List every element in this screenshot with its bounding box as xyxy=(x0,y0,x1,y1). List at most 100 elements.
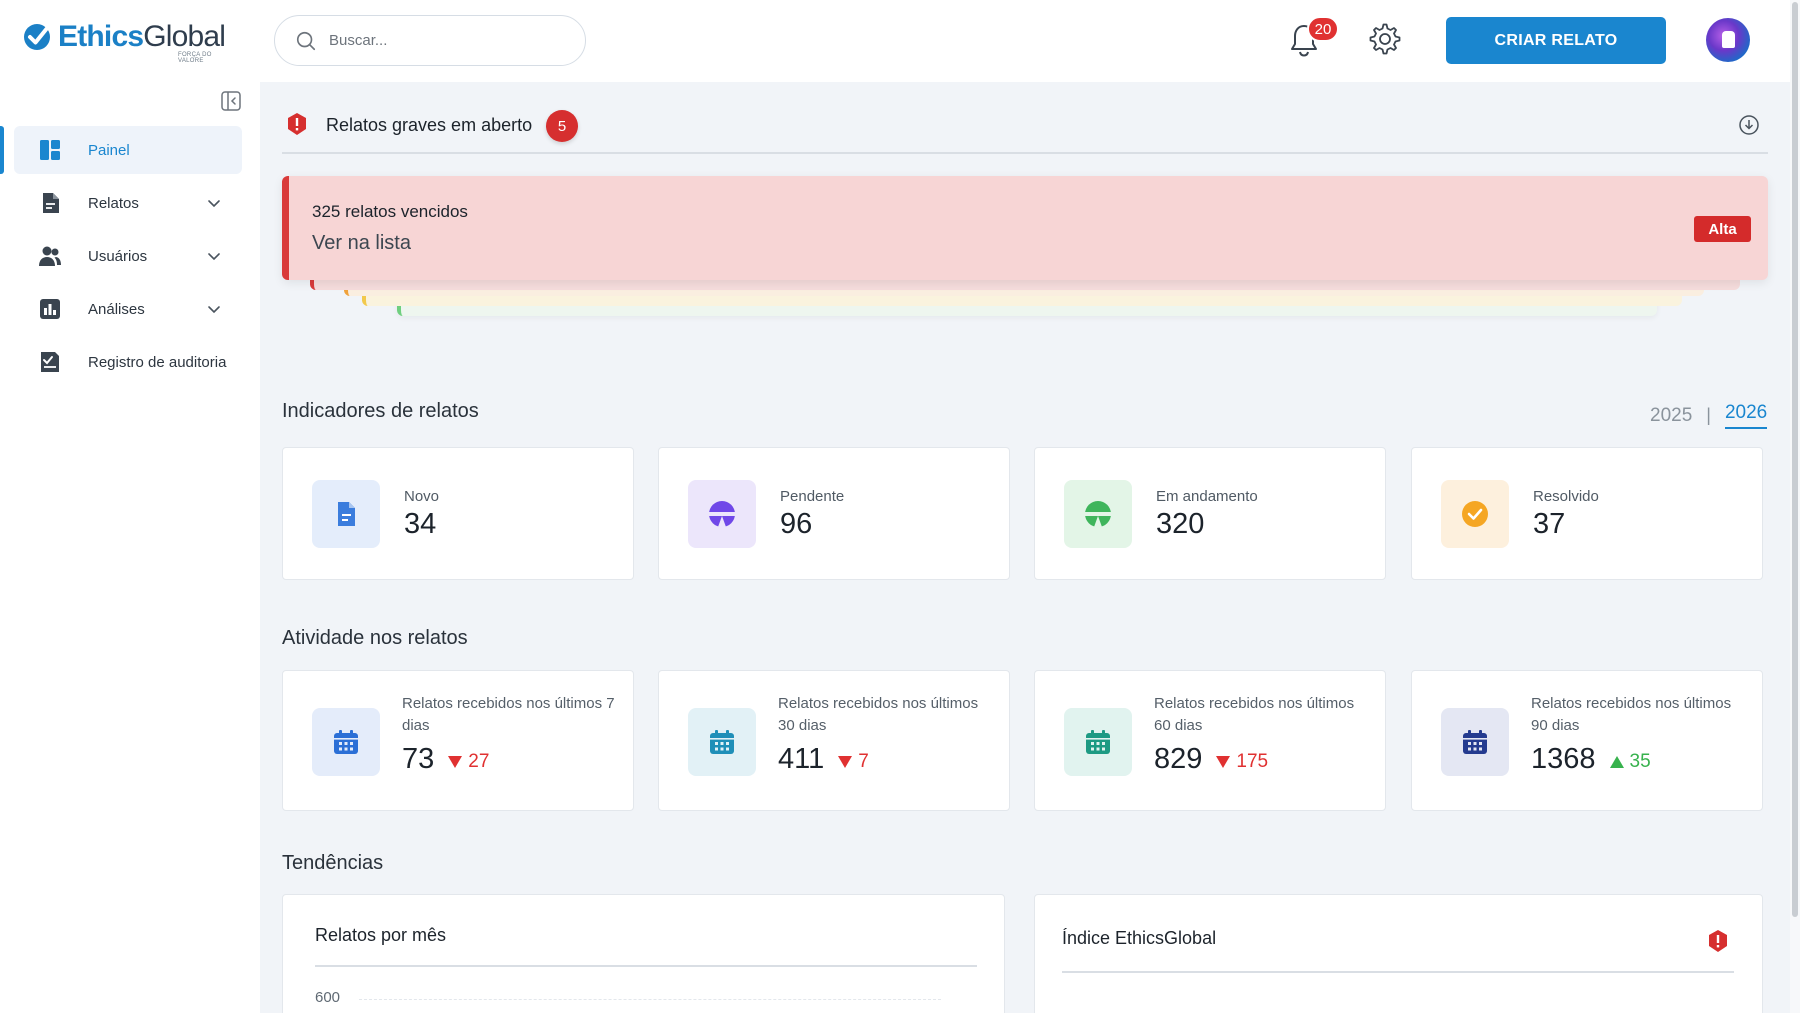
calendar-icon xyxy=(1463,730,1487,754)
calendar-icon xyxy=(1086,730,1110,754)
new-document-icon xyxy=(338,502,355,526)
activity-value: 73 xyxy=(402,743,435,775)
sidebar-item-label: Painel xyxy=(88,141,130,159)
activity-value: 829 xyxy=(1154,743,1203,775)
sidebar-item-painel[interactable]: Painel xyxy=(0,126,242,174)
scrollbar-thumb[interactable] xyxy=(1792,2,1798,917)
search-input[interactable] xyxy=(329,32,559,49)
year-2026-tab[interactable]: 2026 xyxy=(1724,402,1768,429)
sidebar: Painel Relatos Usuários Análises xyxy=(0,82,260,1013)
brand-tagline: FORÇA DO VALORE xyxy=(178,52,212,64)
notification-count-badge: 20 xyxy=(1307,16,1339,42)
indicator-value: 37 xyxy=(1533,508,1566,540)
users-icon xyxy=(39,246,61,266)
create-report-button[interactable]: CRIAR RELATO xyxy=(1446,17,1666,64)
gridline xyxy=(359,999,941,1000)
search-box[interactable] xyxy=(274,15,586,66)
activity-value-row: 1368 35 xyxy=(1531,743,1651,776)
activity-value-row: 829 175 xyxy=(1154,743,1268,776)
activity-delta: 35 xyxy=(1609,751,1651,773)
year-selector: 2025 | 2026 xyxy=(1650,402,1768,429)
indicator-card-em-andamento[interactable]: Em andamento 320 xyxy=(1034,447,1386,580)
activity-icon-box xyxy=(312,708,380,776)
brand-logo[interactable]: EthicsGlobal FORÇA DO VALORE xyxy=(22,20,226,64)
activity-delta: 7 xyxy=(838,751,869,773)
sidebar-item-label: Análises xyxy=(88,300,145,318)
indicator-icon-box xyxy=(312,480,380,548)
indicator-value: 96 xyxy=(780,508,813,540)
sidebar-item-registro-auditoria[interactable]: Registro de auditoria xyxy=(14,338,242,386)
indicator-value: 320 xyxy=(1156,508,1205,540)
indicator-icon-box xyxy=(688,480,756,548)
activity-value-row: 411 7 xyxy=(778,743,869,776)
ethics-index-panel: Índice EthicsGlobal xyxy=(1034,894,1763,1013)
trend-down-icon xyxy=(838,756,853,768)
activity-label: Relatos recebidos nos últimos 90 dias xyxy=(1531,695,1732,734)
sidebar-item-analises[interactable]: Análises xyxy=(14,285,242,333)
top-header: EthicsGlobal FORÇA DO VALORE 20 CRIAR RE… xyxy=(0,0,1790,82)
indicator-card-resolvido[interactable]: Resolvido 37 xyxy=(1411,447,1763,580)
indicator-icon-box xyxy=(1441,480,1509,548)
activity-label: Relatos recebidos nos últimos 60 dias xyxy=(1154,695,1355,734)
indicators-title: Indicadores de relatos xyxy=(282,400,479,422)
audit-icon xyxy=(41,352,59,372)
indicator-label: Novo xyxy=(404,488,440,505)
y-axis-tick-label: 600 xyxy=(315,989,341,1006)
monthly-reports-panel: Relatos por mês 600 xyxy=(282,894,1005,1013)
dashboard-icon xyxy=(40,140,60,160)
activity-title: Atividade nos relatos xyxy=(282,627,468,649)
download-circle-icon[interactable] xyxy=(1738,114,1760,136)
trend-up-icon xyxy=(1609,756,1624,768)
indicator-label: Em andamento xyxy=(1156,488,1258,505)
priority-badge: Alta xyxy=(1694,216,1751,242)
indicator-value: 34 xyxy=(404,508,437,540)
sidebar-item-usuarios[interactable]: Usuários xyxy=(14,232,242,280)
year-2025-tab[interactable]: 2025 xyxy=(1650,404,1693,426)
brand-name: EthicsGlobal xyxy=(58,20,226,53)
activity-icon-box xyxy=(688,708,756,776)
chevron-down-icon xyxy=(208,253,220,261)
panel-divider xyxy=(1062,971,1734,973)
trend-down-icon xyxy=(1216,756,1231,768)
sidebar-item-label: Usuários xyxy=(88,247,148,265)
activity-card-7-days[interactable]: Relatos recebidos nos últimos 7 dias 73 … xyxy=(282,670,634,811)
check-circle-icon xyxy=(1462,501,1488,527)
chevron-down-icon xyxy=(208,200,220,208)
calendar-icon xyxy=(710,730,734,754)
collapse-sidebar-icon[interactable] xyxy=(220,90,242,112)
open-alerts-header: Relatos graves em aberto 5 xyxy=(282,110,1768,154)
sidebar-item-label: Relatos xyxy=(88,194,139,212)
activity-delta: 175 xyxy=(1216,751,1268,773)
view-list-link[interactable]: Ver na lista xyxy=(312,232,411,254)
indicator-card-pendente[interactable]: Pendente 96 xyxy=(658,447,1010,580)
open-alerts-title: Relatos graves em aberto xyxy=(326,115,533,135)
search-icon xyxy=(296,31,316,50)
panel-divider xyxy=(315,965,977,967)
indicator-label: Resolvido xyxy=(1533,488,1599,505)
alert-octagon-icon xyxy=(288,113,306,135)
ethics-index-title: Índice EthicsGlobal xyxy=(1062,928,1217,948)
activity-card-60-days[interactable]: Relatos recebidos nos últimos 60 dias 82… xyxy=(1034,670,1386,811)
trends-title: Tendências xyxy=(282,852,384,874)
activity-value: 411 xyxy=(778,743,825,775)
sidebar-item-relatos[interactable]: Relatos xyxy=(14,179,242,227)
overdue-alert-card[interactable]: 325 relatos vencidos Ver na lista Alta xyxy=(282,176,1768,280)
activity-value-row: 73 27 xyxy=(402,743,489,776)
activity-card-30-days[interactable]: Relatos recebidos nos últimos 30 dias 41… xyxy=(658,670,1010,811)
open-alerts-count-badge: 5 xyxy=(546,110,578,142)
check-shield-icon xyxy=(24,24,50,50)
chevron-down-icon xyxy=(208,306,220,314)
alert-octagon-icon[interactable] xyxy=(1707,929,1729,953)
indicator-icon-box xyxy=(1064,480,1132,548)
activity-value: 1368 xyxy=(1531,743,1596,775)
activity-icon-box xyxy=(1441,708,1509,776)
document-icon xyxy=(43,193,59,213)
indicator-card-novo[interactable]: Novo 34 xyxy=(282,447,634,580)
user-avatar[interactable] xyxy=(1706,18,1750,62)
gear-icon[interactable] xyxy=(1368,22,1402,56)
monthly-reports-title: Relatos por mês xyxy=(315,925,447,945)
activity-card-90-days[interactable]: Relatos recebidos nos últimos 90 dias 13… xyxy=(1411,670,1763,811)
trend-down-icon xyxy=(448,756,463,768)
overdue-alert-title: 325 relatos vencidos xyxy=(312,202,468,221)
vertical-scrollbar[interactable] xyxy=(1790,0,1800,1013)
